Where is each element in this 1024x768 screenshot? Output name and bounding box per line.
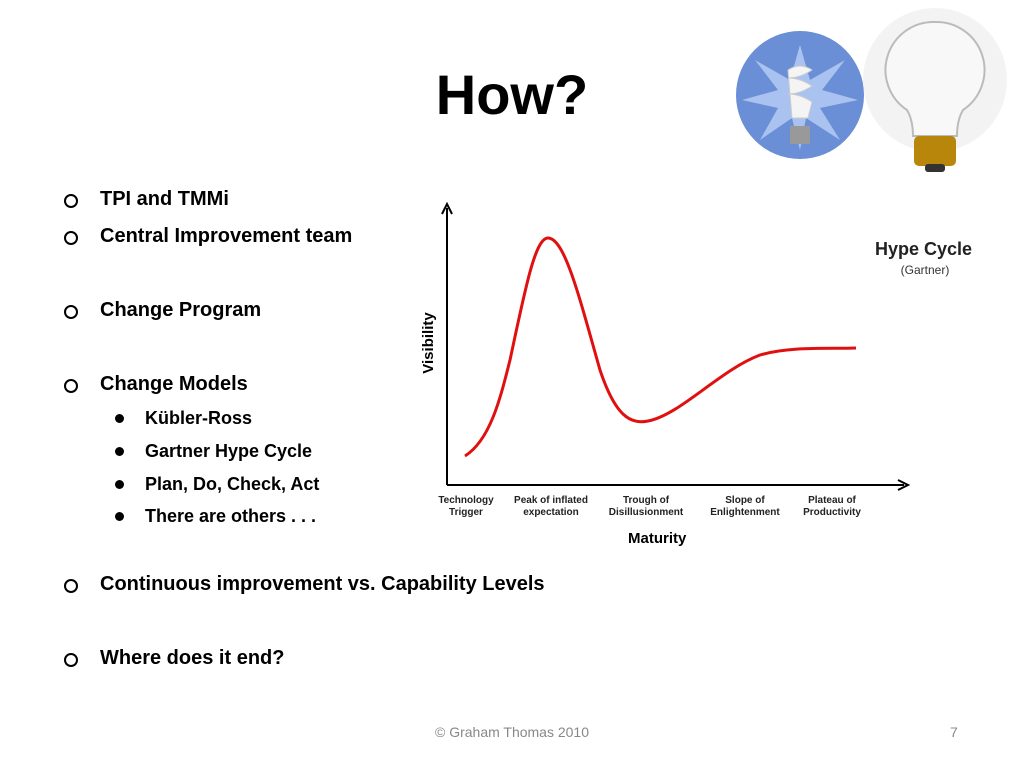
phase-line: Trigger	[449, 507, 483, 518]
bullet: Continuous improvement vs. Capability Le…	[64, 573, 545, 595]
phase-line: Enlightenment	[710, 507, 780, 518]
hype-curve	[464, 236, 857, 458]
cfl-icon	[736, 31, 864, 159]
phase-line: Slope of	[725, 495, 765, 506]
phase-line: Disillusionment	[608, 507, 684, 518]
bullet: Change Models	[64, 373, 248, 395]
phase-label: Plateau of Productivity	[777, 495, 887, 519]
phase-line: Trough of	[622, 495, 670, 506]
footer: © Graham Thomas 2010	[434, 724, 590, 740]
slide-title: How?	[435, 63, 589, 126]
diagram-source: (Gartner)	[900, 263, 950, 277]
phase-label: Slope of Enlightenment	[690, 495, 800, 519]
hype-axes	[441, 201, 911, 491]
bullet: Central Improvement team	[63, 225, 353, 247]
y-axis-label: Visibility	[420, 312, 437, 374]
phase-line: Technology	[438, 495, 494, 506]
bullet: Change Program	[63, 299, 262, 321]
diagram-title: Hype Cycle	[875, 239, 973, 259]
sub-bullet: Kübler-Ross	[114, 408, 253, 428]
sub-bullet: There are others . . .	[114, 506, 317, 526]
phase-line: Productivity	[803, 507, 861, 518]
sub-bullet: Gartner Hype Cycle	[114, 441, 313, 461]
bulb-icon	[863, 8, 1007, 172]
x-axis-label: Maturity	[628, 530, 687, 547]
phase-line: Peak of inflated	[514, 495, 588, 506]
sub-bullet: Plan, Do, Check, Act	[114, 474, 320, 494]
bullet: Where does it end?	[63, 647, 285, 669]
bullet: TPI and TMMi	[64, 188, 229, 210]
page-number: 7	[950, 724, 958, 740]
phase-line: Plateau of	[808, 495, 856, 506]
phase-label: Technology Trigger	[411, 495, 521, 519]
phase-label: Trough of Disillusionment	[591, 495, 701, 519]
phase-line: expectation	[523, 507, 579, 518]
phase-label: Peak of inflated expectation	[496, 495, 606, 519]
